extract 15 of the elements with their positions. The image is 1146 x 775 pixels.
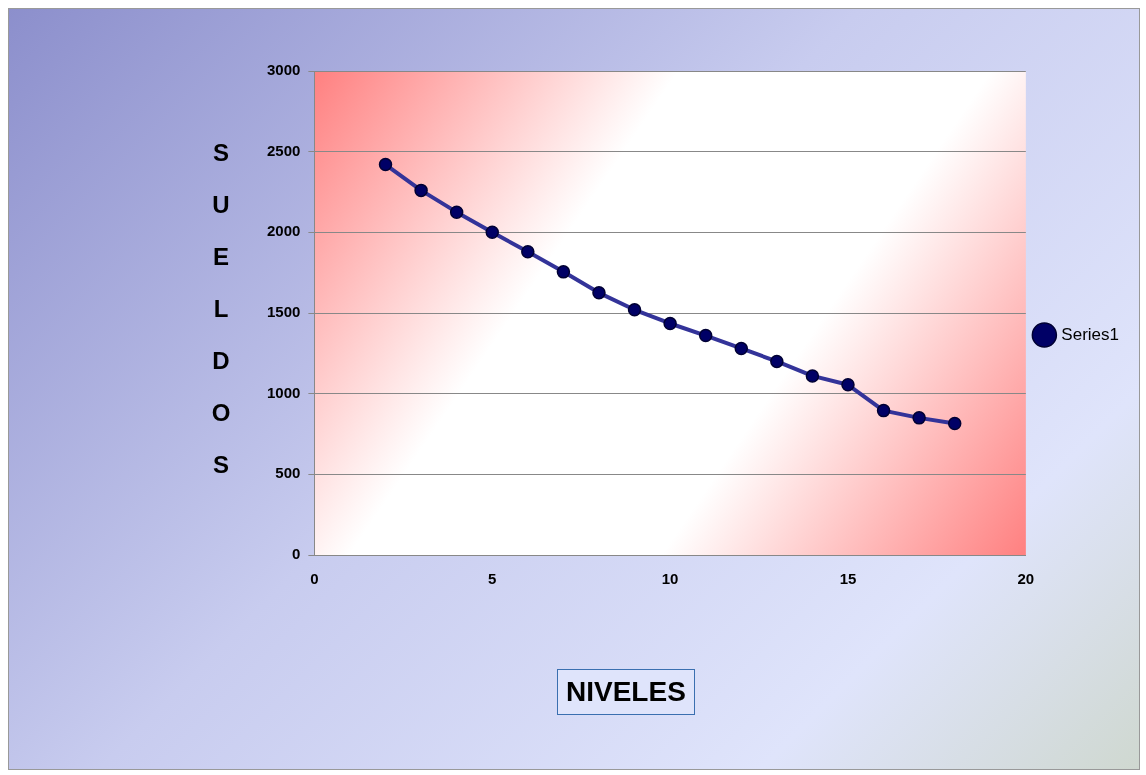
x-tick-label: 5: [488, 570, 497, 588]
y-tick-label: 500: [275, 464, 301, 482]
legend-label: Series1: [1061, 324, 1119, 344]
y-tick-label: 1000: [266, 383, 301, 401]
x-tick-label: 0: [310, 570, 319, 588]
y-tick-label: 2500: [266, 141, 301, 159]
y-tick-label: 1500: [266, 303, 301, 321]
y-axis-title: SUELDOS: [210, 138, 232, 480]
x-tick-label: 10: [661, 570, 679, 588]
x-tick-label: 20: [1017, 570, 1035, 588]
y-tick-label: 3000: [266, 61, 301, 79]
x-axis-title: NIVELES: [557, 669, 695, 715]
y-tick-label: 2000: [266, 222, 301, 240]
x-tick-label: 15: [839, 570, 857, 588]
y-tick-label: 0: [292, 545, 301, 563]
